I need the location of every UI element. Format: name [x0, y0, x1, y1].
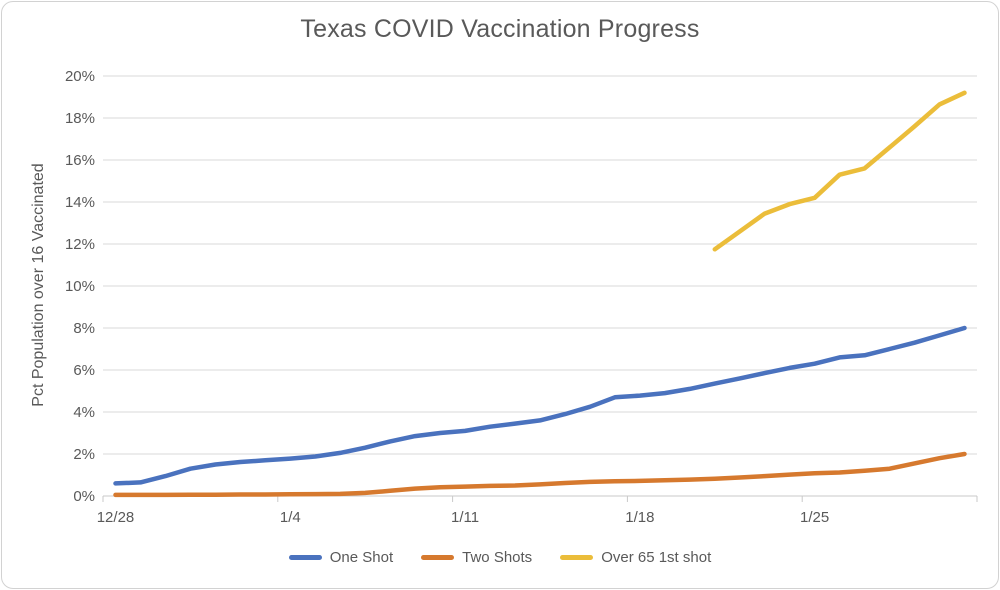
x-tick-label: 1/11: [451, 509, 479, 526]
over-65-line-icon: [560, 555, 594, 560]
y-axis-title: Pct Population over 16 Vaccinated: [30, 163, 47, 407]
x-tick-label: 1/18: [625, 509, 654, 526]
y-tick-label: 2%: [73, 446, 95, 463]
x-tick-label: 12/28: [97, 509, 135, 526]
y-tick-label: 6%: [73, 362, 95, 379]
y-tick-label: 10%: [65, 278, 95, 295]
legend-label-two-shots: Two Shots: [462, 549, 533, 566]
legend-item-one-shot[interactable]: One Shot: [288, 549, 394, 566]
y-tick-label: 18%: [65, 110, 95, 127]
y-tick-label: 14%: [65, 194, 95, 211]
y-tick-label: 20%: [65, 68, 95, 85]
y-tick-label: 8%: [73, 320, 95, 337]
y-tick-label: 0%: [73, 488, 95, 505]
y-tick-label: 4%: [73, 404, 95, 421]
legend-item-two-shots[interactable]: Two Shots: [421, 549, 532, 566]
x-tick-label: 1/25: [800, 509, 829, 526]
chart-title: Texas COVID Vaccination Progress: [300, 15, 700, 43]
legend-label-over-65: Over 65 1st shot: [601, 549, 712, 566]
x-tick-label: 1/4: [280, 509, 301, 526]
one-shot-line[interactable]: [113, 325, 967, 486]
legend: One Shot Two Shots Over 65 1st shot: [0, 549, 1000, 566]
legend-label-one-shot: One Shot: [329, 549, 394, 566]
two-shots-line[interactable]: [113, 451, 967, 498]
two-shots-line-icon: [421, 555, 455, 560]
one-shot-line-icon: [288, 555, 322, 560]
legend-item-over-65[interactable]: Over 65 1st shot: [560, 549, 711, 566]
over-65-1st-shot-line[interactable]: [712, 90, 967, 252]
y-tick-label: 16%: [65, 152, 95, 169]
y-tick-label: 12%: [65, 236, 95, 253]
